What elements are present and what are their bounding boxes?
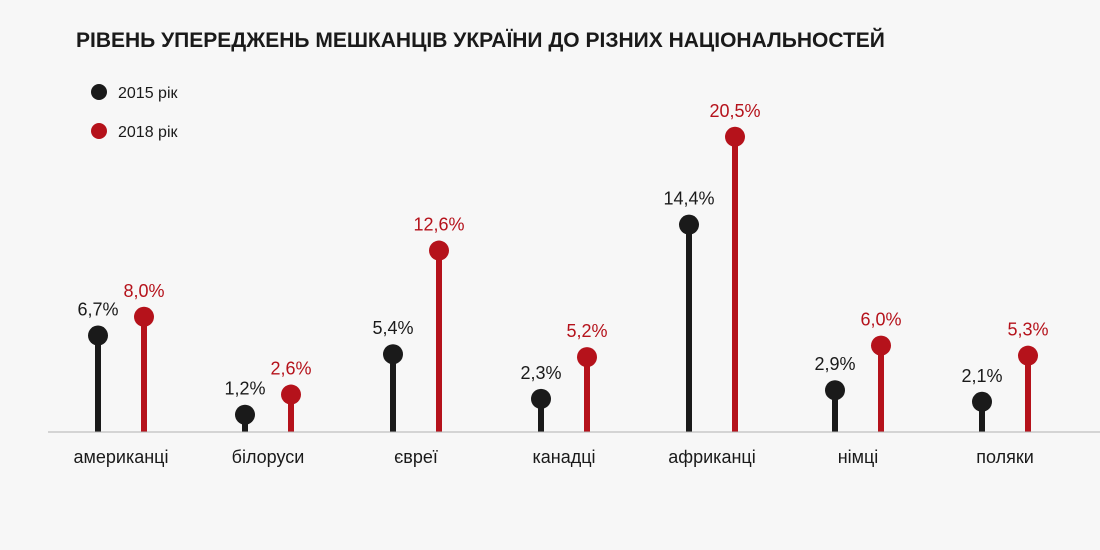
stem-2018-5 (878, 345, 884, 432)
dot-2018-3 (577, 347, 597, 368)
value-label-2018-2: 12,6% (413, 215, 464, 235)
stem-2018-2 (436, 250, 442, 432)
stem-2015-2 (390, 354, 396, 432)
dot-2018-1 (281, 384, 301, 405)
stem-2018-1 (288, 394, 294, 432)
stem-2015-5 (832, 390, 838, 432)
stem-2015-0 (95, 335, 101, 432)
dot-2015-1 (235, 404, 255, 425)
value-label-2018-5: 6,0% (860, 310, 901, 330)
value-label-2018-3: 5,2% (566, 321, 607, 341)
chart-title: РІВЕНЬ УПЕРЕДЖЕНЬ МЕШКАНЦІВ УКРАЇНИ ДО Р… (76, 28, 885, 52)
value-label-2018-6: 5,3% (1007, 320, 1048, 340)
legend-marker-2018 (91, 123, 107, 139)
value-label-2015-5: 2,9% (814, 354, 855, 374)
dot-2015-2 (383, 344, 403, 365)
category-label-2: євреї (394, 447, 438, 467)
dot-2015-5 (825, 380, 845, 401)
stem-2015-6 (979, 401, 985, 432)
dot-2018-6 (1018, 345, 1038, 366)
dot-2015-3 (531, 388, 551, 409)
value-label-2018-0: 8,0% (123, 281, 164, 301)
value-label-2018-4: 20,5% (709, 101, 760, 121)
category-label-4: африканці (668, 447, 755, 467)
value-label-2018-1: 2,6% (270, 359, 311, 379)
value-label-2015-2: 5,4% (372, 318, 413, 338)
value-label-2015-6: 2,1% (961, 366, 1002, 386)
stem-2018-0 (141, 316, 147, 432)
legend: 2015 рік 2018 рік (91, 84, 178, 141)
value-label-2015-1: 1,2% (224, 379, 265, 399)
stem-2018-3 (584, 357, 590, 432)
dot-2015-6 (972, 391, 992, 412)
category-label-1: білоруси (232, 447, 305, 467)
stem-2018-4 (732, 136, 738, 433)
dot-2018-0 (134, 306, 154, 327)
legend-marker-2015 (91, 84, 107, 100)
legend-label-2018: 2018 рік (118, 124, 178, 141)
dot-2018-2 (429, 240, 449, 261)
category-label-5: німці (838, 447, 879, 467)
value-label-2015-3: 2,3% (520, 363, 561, 383)
category-label-3: канадці (532, 447, 595, 467)
category-labels: американці білоруси євреї канадці африканці н… (74, 447, 1034, 467)
legend-label-2015: 2015 рік (118, 85, 178, 102)
category-label-0: американці (74, 447, 169, 467)
dot-2018-5 (871, 335, 891, 356)
stem-2015-3 (538, 398, 544, 432)
value-label-2015-0: 6,7% (77, 300, 118, 320)
chart-marks: 6,7%8,0% 1,2%2,6% 5,4% 12,6% 2,3% 5,2% 14,4% 20… (77, 101, 1049, 433)
dot-2018-4 (725, 126, 745, 147)
stem-2018-6 (1025, 355, 1031, 432)
value-label-2015-4: 14,4% (663, 189, 714, 209)
category-label-6: поляки (976, 447, 1034, 467)
dot-2015-4 (679, 214, 699, 235)
stem-2015-4 (686, 224, 692, 432)
dot-2015-0 (88, 325, 108, 346)
